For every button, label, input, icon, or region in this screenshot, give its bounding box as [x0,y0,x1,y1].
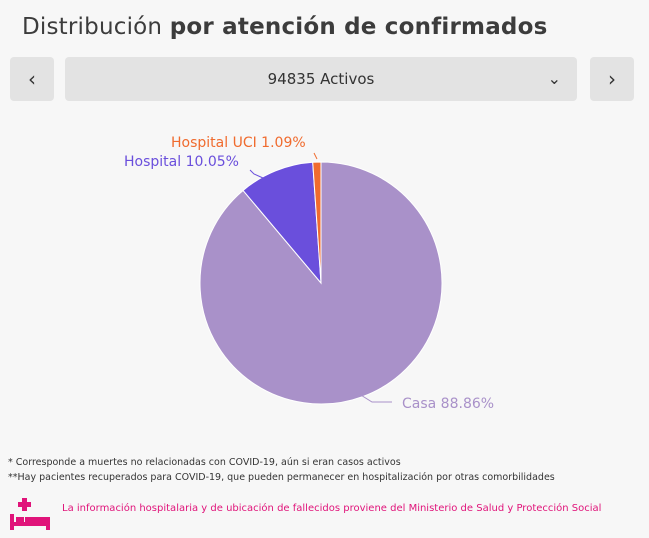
source-note: La información hospitalaria y de ubicaci… [8,496,643,532]
chevron-down-icon: ⌄ [547,69,561,88]
pie-slice [312,161,322,284]
pie-chart: Hospital UCI 1.09% Hospital 10.05% Casa 88… [124,135,494,412]
source-text: La información hospitalaria y de ubicaci… [62,503,602,514]
slice-label: Hospital UCI 1.09% [171,135,306,151]
status-select[interactable]: 94835 Activos ⌄ [65,57,577,101]
chevron-right-icon: › [608,67,616,91]
title-regular: Distribución [22,14,163,40]
chevron-left-icon: ‹ [28,67,36,91]
prev-button[interactable]: ‹ [10,57,54,101]
slice-leader-line [249,169,264,179]
status-select-value: 94835 Activos [267,70,375,88]
slice-label: Hospital 10.05% [124,154,239,170]
title-bold: por atención de confirmados [169,14,548,40]
pie-slice [242,161,322,285]
slice-label: Casa 88.86% [402,396,494,412]
footnotes: * Corresponde a muertes no relacionadas … [8,455,643,485]
page-title: Distribución por atención de confirmados [22,14,548,40]
footnote-1: * Corresponde a muertes no relacionadas … [8,457,401,468]
next-button[interactable]: › [590,57,634,101]
slice-leader-line [355,391,392,403]
footnote-2: **Hay pacientes recuperados para COVID-1… [8,472,555,483]
slice-leader-line [313,152,318,160]
hospital-bed-icon [10,498,50,530]
